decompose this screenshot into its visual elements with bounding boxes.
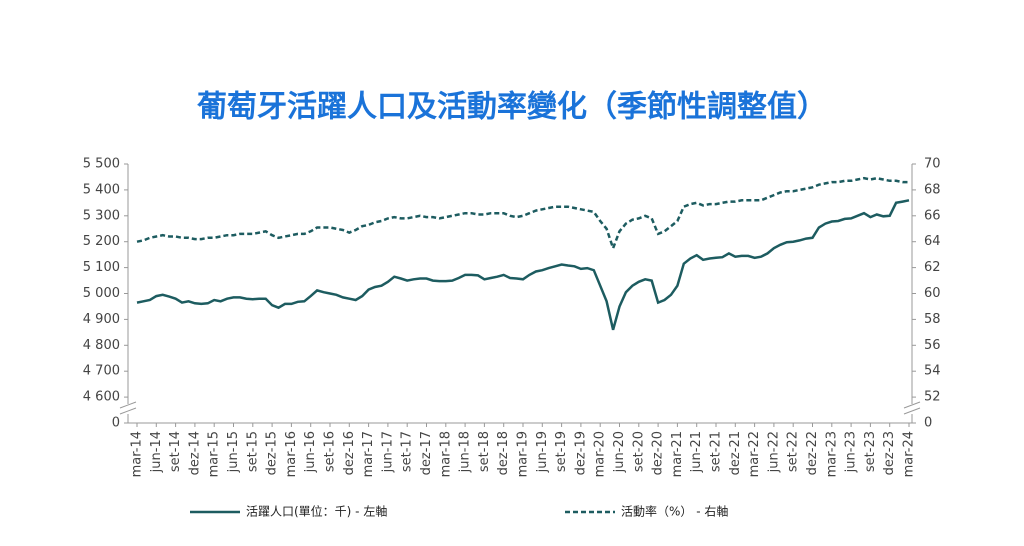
- y-tick-label: 0: [112, 416, 120, 431]
- x-tick-label: mar-19: [516, 431, 531, 477]
- x-tick-label: mar-15: [207, 431, 222, 477]
- y2-tick-label: 62: [924, 260, 941, 275]
- x-tick-label: set-23: [863, 431, 878, 472]
- x-tick-label: dez-15: [265, 431, 280, 475]
- x-tick-label: jun-22: [766, 431, 781, 473]
- axis-frame: [119, 164, 921, 424]
- x-tick-label: mar-20: [593, 431, 608, 477]
- x-tick-label: jun-18: [458, 431, 473, 473]
- legend-label: 活躍人口(單位：千) - 左軸: [246, 504, 387, 519]
- x-tick-label: dez-20: [651, 431, 666, 475]
- x-tick-label: set-14: [168, 431, 183, 472]
- x-tick-label: mar-14: [130, 431, 145, 477]
- y-tick-label: 5 100: [83, 260, 120, 275]
- x-tick-label: jun-17: [380, 431, 395, 473]
- y2-tick-label: 68: [924, 182, 941, 197]
- y-tick-label: 5 000: [83, 286, 120, 301]
- y-tick-label: 5 300: [83, 208, 120, 223]
- y2-tick-label: 54: [924, 364, 941, 379]
- y2-tick-label: 70: [924, 157, 941, 172]
- x-tick-label: jun-23: [844, 431, 859, 473]
- series-line: [136, 176, 909, 252]
- x-tick-label: mar-16: [284, 431, 299, 477]
- x-tick-label: set-16: [323, 431, 338, 472]
- y-tick-label: 4 800: [83, 338, 120, 353]
- x-tick-label: set-18: [477, 431, 492, 472]
- y2-tick-label: 64: [924, 234, 941, 249]
- x-tick-label: mar-21: [670, 431, 685, 477]
- y2-tick-label: 60: [924, 286, 941, 301]
- x-tick-label: jun-16: [303, 431, 318, 473]
- x-tick-label: mar-23: [824, 431, 839, 477]
- y-tick-label: 5 400: [83, 182, 120, 197]
- x-tick-label: set-21: [709, 431, 724, 472]
- series-line: [136, 199, 910, 331]
- x-tick-label: dez-21: [728, 431, 743, 475]
- y-tick-label: 4 900: [83, 312, 120, 327]
- axis-break: [903, 401, 921, 415]
- y2-tick-label: 58: [924, 312, 941, 327]
- x-tick-label: dez-14: [187, 431, 202, 475]
- x-tick-label: set-19: [554, 431, 569, 472]
- x-tick-label: dez-23: [882, 431, 897, 475]
- x-tick-label: mar-22: [747, 431, 762, 477]
- y2-tick-label: 56: [924, 338, 941, 353]
- x-tick-label: mar-24: [902, 431, 917, 477]
- y-tick-label: 5 500: [83, 157, 120, 172]
- y-tick-label: 4 600: [83, 390, 120, 405]
- y-tick-label: 5 200: [83, 234, 120, 249]
- x-tick-label: mar-18: [438, 431, 453, 477]
- x-tick-label: dez-18: [496, 431, 511, 475]
- x-tick-label: jun-20: [612, 431, 627, 473]
- x-tick-label: dez-22: [805, 431, 820, 475]
- legend-label: 活動率（%） - 右軸: [621, 504, 728, 519]
- x-tick-label: dez-16: [342, 431, 357, 475]
- x-tick-label: jun-19: [535, 431, 550, 473]
- x-tick-label: dez-17: [419, 431, 434, 475]
- y2-tick-label: 52: [924, 390, 941, 405]
- x-tick-label: set-22: [786, 431, 801, 472]
- x-tick-label: jun-15: [226, 431, 241, 473]
- x-tick-label: set-20: [631, 431, 646, 472]
- x-tick-label: set-15: [245, 431, 260, 472]
- chart-title: 葡萄牙活躍人口及活動率變化（季節性調整值）: [197, 90, 827, 125]
- x-tick-label: mar-17: [361, 431, 376, 477]
- x-tick-label: set-17: [400, 431, 415, 472]
- x-tick-label: jun-21: [689, 431, 704, 473]
- y2-tick-label: 0: [924, 416, 932, 431]
- y-tick-label: 4 700: [83, 364, 120, 379]
- y2-tick-label: 66: [924, 208, 941, 223]
- x-tick-label: jun-14: [149, 431, 164, 473]
- axis-break: [119, 401, 137, 415]
- x-tick-label: dez-19: [573, 431, 588, 475]
